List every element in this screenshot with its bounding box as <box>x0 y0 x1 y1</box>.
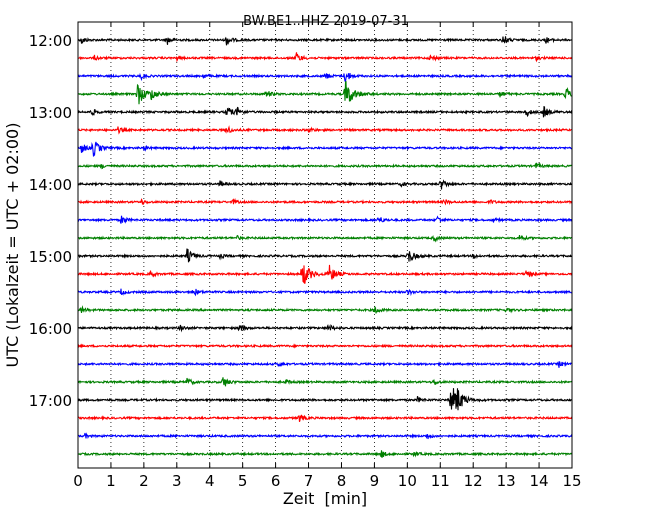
x-tick-label: 0 <box>73 472 83 490</box>
trace-row-1400 <box>77 179 573 190</box>
minute-grid <box>110 22 540 468</box>
x-tick-label: 15 <box>562 472 581 490</box>
y-tick-label: 17:00 <box>29 392 72 410</box>
trace-row-1615 <box>77 343 573 349</box>
y-tick-label: 13:00 <box>29 104 72 122</box>
x-tick-label: 7 <box>304 472 314 490</box>
x-tick-label: 5 <box>238 472 248 490</box>
trace-row-1200 <box>77 36 573 46</box>
x-axis-ticks: 0 1 2 3 4 5 6 7 8 9 10 11 12 13 14 15 <box>73 22 582 490</box>
trace-row-1215 <box>77 52 573 63</box>
trace-row-1430 <box>77 215 573 224</box>
y-axis-label: UTC (Lokalzeit = UTC + 02:00) <box>3 123 22 368</box>
trace-row-1245 <box>77 80 573 105</box>
x-tick-label: 4 <box>205 472 215 490</box>
trace-row-1345 <box>77 162 573 170</box>
x-tick-label: 9 <box>370 472 380 490</box>
trace-row-1500 <box>77 248 573 263</box>
trace-row-1315 <box>77 125 573 135</box>
trace-row-1230 <box>77 72 573 84</box>
x-tick-label: 13 <box>497 472 516 490</box>
trace-row-1715 <box>77 414 573 422</box>
x-tick-label: 1 <box>106 472 116 490</box>
seismic-traces <box>77 36 573 458</box>
y-tick-label: 14:00 <box>29 176 72 194</box>
plot-frame <box>77 21 573 469</box>
trace-row-1545 <box>77 305 573 314</box>
trace-row-1415 <box>77 197 573 206</box>
trace-row-1600 <box>77 324 573 333</box>
x-tick-label: 8 <box>337 472 347 490</box>
trace-row-1630 <box>77 360 573 368</box>
y-axis-ticks: 12:00 13:00 14:00 15:00 16:00 17:00 <box>29 32 572 410</box>
x-tick-label: 3 <box>172 472 182 490</box>
y-tick-label: 15:00 <box>29 248 72 266</box>
x-tick-label: 14 <box>530 472 549 490</box>
x-tick-label: 2 <box>139 472 149 490</box>
trace-row-1700 <box>77 388 573 411</box>
trace-row-1300 <box>77 106 573 118</box>
y-tick-label: 16:00 <box>29 320 72 338</box>
trace-row-1515 <box>77 264 573 284</box>
trace-row-1645 <box>77 377 573 387</box>
trace-row-1745 <box>77 450 573 458</box>
x-tick-label: 11 <box>431 472 450 490</box>
x-tick-label: 10 <box>398 472 417 490</box>
x-tick-label: 6 <box>271 472 281 490</box>
trace-row-1530 <box>77 288 573 297</box>
x-tick-label: 12 <box>464 472 483 490</box>
trace-row-1445 <box>77 234 573 243</box>
trace-row-1730 <box>77 432 573 440</box>
trace-row-1330 <box>77 141 573 157</box>
x-axis-label: Zeit [min] <box>283 489 367 508</box>
y-tick-label: 12:00 <box>29 32 72 50</box>
